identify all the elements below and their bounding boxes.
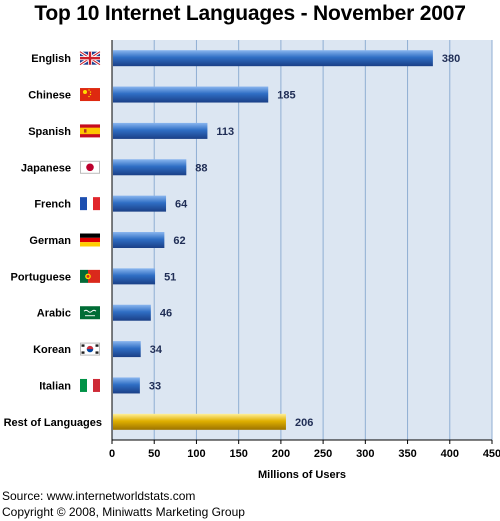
x-tick-label: 0: [109, 448, 115, 460]
category-label: German: [29, 235, 71, 247]
bar: [113, 159, 187, 176]
x-tick-label: 350: [398, 448, 416, 460]
bar-value-label: 33: [149, 380, 161, 392]
bar: [113, 268, 156, 285]
plot-area: [112, 40, 492, 440]
category-label: Japanese: [21, 162, 71, 174]
category-label: English: [31, 53, 71, 65]
bar-chart: 0 50 100 150 200 250 300 350 400 450 Millions of U…: [4, 40, 500, 481]
bar-value-label: 64: [175, 199, 188, 211]
x-tick-label: 100: [187, 448, 205, 460]
italy-flag-icon: [80, 378, 100, 392]
bar-value-label: 46: [160, 308, 172, 320]
x-tick-label: 300: [356, 448, 374, 460]
x-tick-label: 250: [314, 448, 332, 460]
category-label: Spanish: [28, 126, 71, 138]
bar-value-label: 185: [277, 90, 295, 102]
category-label: Portuguese: [10, 271, 71, 283]
bar-value-label: 113: [216, 126, 234, 138]
bar: [113, 50, 433, 67]
x-tick-label: 400: [441, 448, 459, 460]
bar: [113, 413, 286, 430]
uk-flag-icon: [79, 50, 101, 66]
bar: [113, 195, 167, 212]
portugal-flag-icon: [80, 269, 100, 283]
france-flag-icon: [80, 197, 100, 211]
bar: [113, 304, 151, 321]
bar-value-label: 88: [195, 162, 207, 174]
bar: [113, 377, 140, 394]
chart-title: Top 10 Internet Languages - November 200…: [34, 2, 466, 25]
bar: [113, 86, 269, 103]
category-label: Rest of Languages: [4, 417, 102, 429]
saudi-arabia-flag-icon: [80, 306, 100, 320]
x-axis-label: Millions of Users: [258, 469, 346, 481]
bar-value-label: 34: [150, 344, 163, 356]
bar-value-label: 206: [295, 417, 313, 429]
category-label: Italian: [39, 380, 71, 392]
x-tick-label: 150: [229, 448, 247, 460]
japan-flag-icon: [80, 160, 100, 174]
bar: [113, 232, 165, 248]
category-label: Arabic: [37, 308, 71, 320]
bar: [113, 341, 141, 358]
x-tick-label: 200: [272, 448, 290, 460]
korea-flag-icon: [80, 342, 100, 356]
category-label: Chinese: [28, 90, 71, 102]
bar-value-label: 62: [173, 235, 185, 247]
x-tick-label: 450: [483, 448, 500, 460]
bar: [113, 122, 208, 139]
china-flag-icon: [80, 88, 100, 102]
germany-flag-icon: [80, 233, 100, 247]
x-tick-label: 50: [148, 448, 160, 460]
bar-value-label: 51: [164, 271, 176, 283]
bar-value-label: 380: [442, 53, 460, 65]
spain-flag-icon: [80, 124, 100, 138]
category-label: French: [34, 199, 71, 211]
copyright-note: Copyright © 2008, Miniwatts Marketing Gr…: [2, 505, 245, 519]
category-label: Korean: [33, 344, 71, 356]
source-note: Source: www.internetworldstats.com: [2, 489, 196, 503]
